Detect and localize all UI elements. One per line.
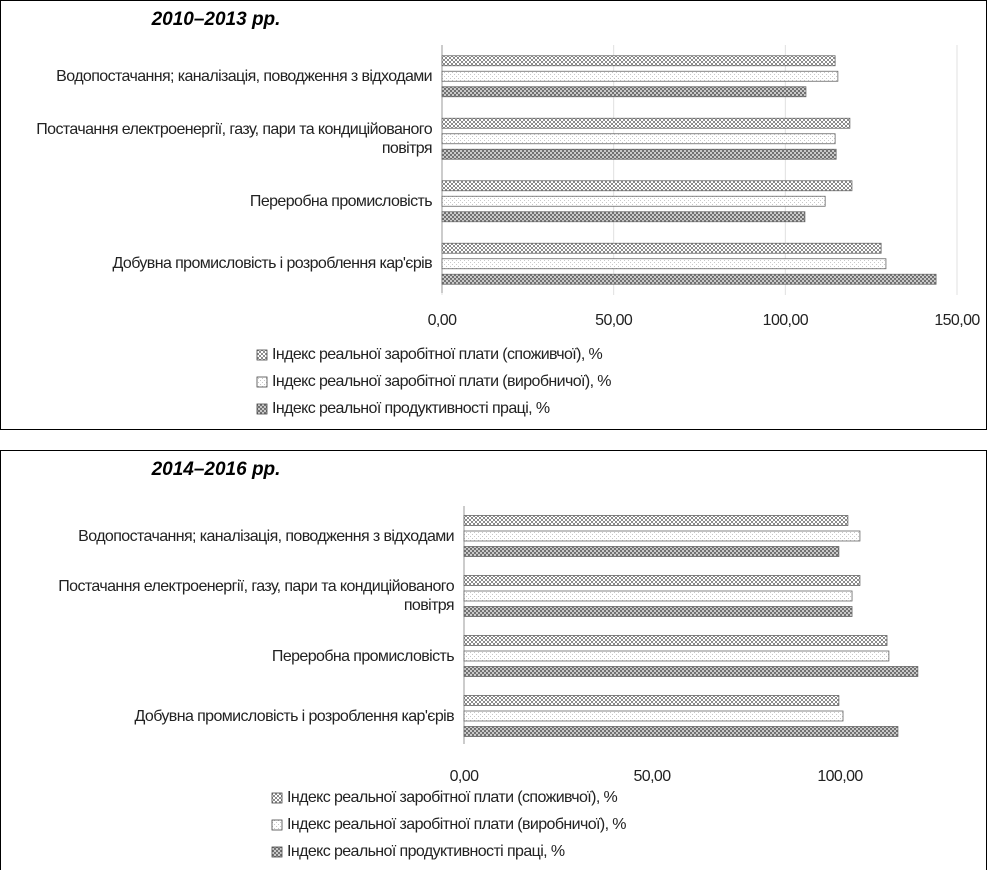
x-tick-label: 50,00 <box>633 768 671 785</box>
bar <box>463 515 849 526</box>
legend-label: Індекс реальної продуктивності праці, % <box>272 400 550 417</box>
bar <box>463 606 853 617</box>
legend-swatch <box>271 792 283 804</box>
bar <box>463 530 861 542</box>
x-tick-label: 100,00 <box>817 768 863 785</box>
bar <box>441 242 882 254</box>
bar <box>441 195 826 207</box>
bar <box>441 273 937 285</box>
x-tick-label: 150,00 <box>934 312 980 329</box>
chart-panel: 2010–2013 рр. 0,00 50,00 100,00 150,00 Індекс… <box>0 0 987 430</box>
bar <box>463 590 853 602</box>
bar <box>463 666 919 677</box>
legend-swatch <box>271 819 283 831</box>
legend-label: Індекс реальної заробітної плати (спожив… <box>287 789 618 806</box>
category-label: Постачання електроенергії, газу, пари та… <box>36 120 432 157</box>
legend-label: Індекс реальної продуктивності праці, % <box>287 843 565 860</box>
bar <box>441 211 806 223</box>
chart-title: 2010–2013 рр. <box>151 9 281 30</box>
bar <box>463 635 888 646</box>
x-tick-label: 0,00 <box>428 312 457 329</box>
bar <box>463 726 899 737</box>
legend-swatch <box>271 846 283 858</box>
bar <box>441 70 839 82</box>
x-tick-label: 100,00 <box>763 312 809 329</box>
bar <box>441 133 836 145</box>
bar <box>463 710 844 722</box>
chart: 2014–2016 рр. 0,00 50,00 100,00 Індекс реаль… <box>151 459 919 860</box>
category-label: Добувна промисловість і розроблення кар'… <box>112 255 432 273</box>
category-label: Переробна промисловість <box>271 647 455 665</box>
bar <box>463 650 890 662</box>
chart-panel: 2014–2016 рр. 0,00 50,00 100,00 Індекс реаль… <box>0 450 987 870</box>
category-label: Добувна промисловість і розроблення кар'… <box>134 707 454 725</box>
bar <box>441 86 807 98</box>
legend-label: Індекс реальної заробітної плати (виробн… <box>287 816 626 833</box>
category-label: Постачання електроенергії, газу, пари та… <box>58 578 454 614</box>
bar <box>441 258 887 270</box>
chart-title: 2014–2016 рр. <box>151 459 281 480</box>
legend-swatch <box>256 376 268 388</box>
x-tick-label: 0,00 <box>450 768 479 785</box>
legend-label: Індекс реальної заробітної плати (виробн… <box>272 373 611 390</box>
legend-swatch <box>256 349 268 361</box>
bar <box>441 148 837 160</box>
category-label: Переробна промисловість <box>249 192 433 210</box>
category-label: Водопостачання; каналізація, поводження … <box>78 527 454 545</box>
bar <box>463 546 840 557</box>
x-tick-label: 50,00 <box>595 312 633 329</box>
bar <box>463 575 861 586</box>
bar <box>463 695 840 706</box>
chart: 2010–2013 рр. 0,00 50,00 100,00 150,00 Індекс… <box>151 9 981 417</box>
bar <box>441 180 853 192</box>
bar <box>441 117 851 129</box>
legend-swatch <box>256 403 268 415</box>
bar <box>441 55 836 67</box>
category-label: Водопостачання; каналізація, поводження … <box>56 67 432 85</box>
legend-label: Індекс реальної заробітної плати (спожив… <box>272 346 603 363</box>
